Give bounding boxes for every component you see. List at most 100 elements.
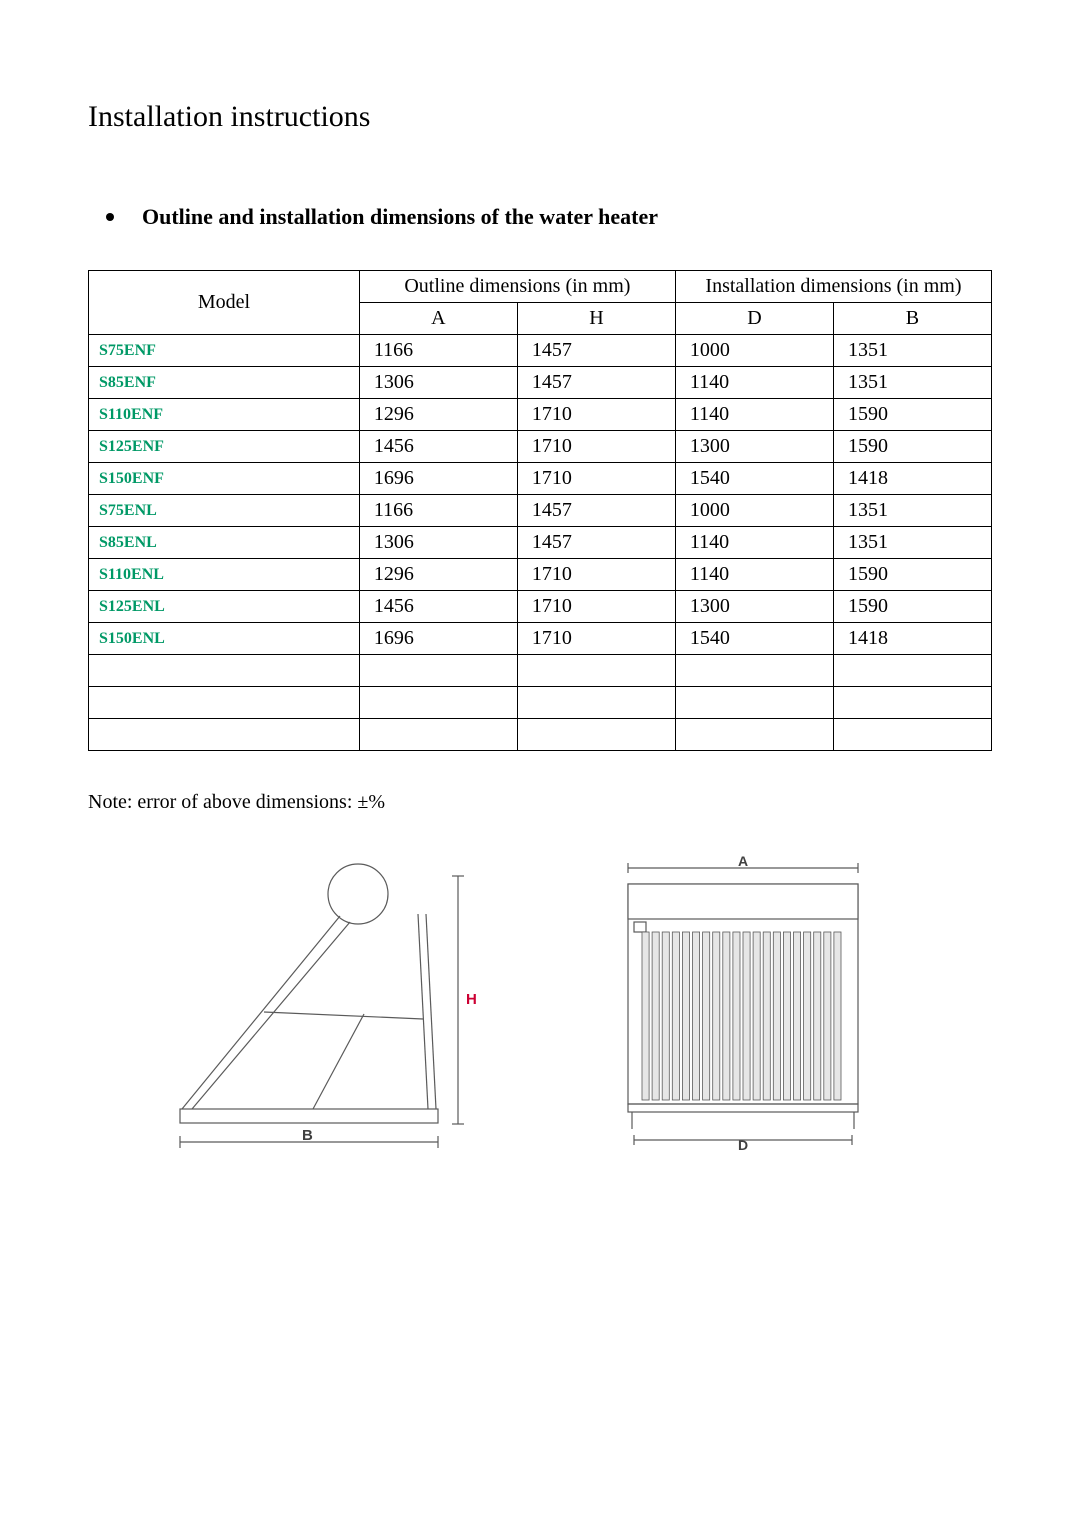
cell-D: 1540 xyxy=(675,623,833,655)
label-H: H xyxy=(466,991,477,1008)
tube-icon xyxy=(814,932,821,1100)
cell-D: 1000 xyxy=(675,495,833,527)
cell-H: 1457 xyxy=(517,367,675,399)
tube-icon xyxy=(753,932,760,1100)
cell-B: 1418 xyxy=(833,623,991,655)
table-row: S150ENL1696171015401418 xyxy=(89,623,992,655)
dimensions-table: Model Outline dimensions (in mm) Install… xyxy=(88,270,992,751)
tube-icon xyxy=(834,932,841,1100)
section-heading: Outline and installation dimensions of t… xyxy=(142,204,658,230)
col-H: H xyxy=(517,303,675,335)
cell-A: 1306 xyxy=(359,527,517,559)
label-A: A xyxy=(738,854,748,869)
cell-B: 1351 xyxy=(833,335,991,367)
cell-B: 1351 xyxy=(833,495,991,527)
col-D: D xyxy=(675,303,833,335)
cell-H: 1710 xyxy=(517,463,675,495)
cell-B: 1590 xyxy=(833,559,991,591)
cell-model: S75ENL xyxy=(89,495,360,527)
cell-D: 1140 xyxy=(675,527,833,559)
tube-icon xyxy=(713,932,720,1100)
table-row: S110ENL1296171011401590 xyxy=(89,559,992,591)
cell-model: S85ENL xyxy=(89,527,360,559)
table-row: S125ENL1456171013001590 xyxy=(89,591,992,623)
cell-model: S75ENF xyxy=(89,335,360,367)
col-model: Model xyxy=(89,271,360,335)
figure-top-view: A D xyxy=(598,854,888,1154)
cell-model: S110ENF xyxy=(89,399,360,431)
cell-model: S85ENF xyxy=(89,367,360,399)
cell-empty xyxy=(675,687,833,719)
cell-empty xyxy=(517,687,675,719)
cell-H: 1710 xyxy=(517,591,675,623)
cell-empty xyxy=(359,655,517,687)
tube-icon xyxy=(672,932,679,1100)
cell-model: S125ENF xyxy=(89,431,360,463)
cell-A: 1456 xyxy=(359,591,517,623)
table-row: S75ENL1166145710001351 xyxy=(89,495,992,527)
cell-B: 1418 xyxy=(833,463,991,495)
cell-H: 1457 xyxy=(517,527,675,559)
table-row-empty xyxy=(89,719,992,751)
cell-model: S125ENL xyxy=(89,591,360,623)
table-row: S75ENF1166145710001351 xyxy=(89,335,992,367)
table-row-empty xyxy=(89,687,992,719)
cell-D: 1000 xyxy=(675,335,833,367)
cell-H: 1710 xyxy=(517,399,675,431)
cell-D: 1540 xyxy=(675,463,833,495)
cell-model: S150ENF xyxy=(89,463,360,495)
tube-icon xyxy=(693,932,700,1100)
cell-H: 1710 xyxy=(517,623,675,655)
table-row-empty xyxy=(89,655,992,687)
table-row: S85ENL1306145711401351 xyxy=(89,527,992,559)
cell-empty xyxy=(833,687,991,719)
cell-B: 1590 xyxy=(833,591,991,623)
cell-B: 1351 xyxy=(833,367,991,399)
page-title: Installation instructions xyxy=(88,100,992,134)
cell-empty xyxy=(89,655,360,687)
cell-A: 1166 xyxy=(359,335,517,367)
tube-icon xyxy=(743,932,750,1100)
cell-empty xyxy=(675,655,833,687)
cell-empty xyxy=(359,687,517,719)
tube-icon xyxy=(733,932,740,1100)
col-A: A xyxy=(359,303,517,335)
cell-D: 1140 xyxy=(675,367,833,399)
cell-H: 1710 xyxy=(517,559,675,591)
cell-A: 1456 xyxy=(359,431,517,463)
cell-empty xyxy=(517,655,675,687)
cell-empty xyxy=(89,719,360,751)
table-body: S75ENF1166145710001351S85ENF130614571140… xyxy=(89,335,992,751)
table-head: Model Outline dimensions (in mm) Install… xyxy=(89,271,992,335)
cell-model: S110ENL xyxy=(89,559,360,591)
cell-B: 1351 xyxy=(833,527,991,559)
tube-icon xyxy=(804,932,811,1100)
cell-A: 1166 xyxy=(359,495,517,527)
cell-empty xyxy=(517,719,675,751)
note-text: Note: error of above dimensions: ±% xyxy=(88,791,992,814)
cell-empty xyxy=(833,655,991,687)
tube-icon xyxy=(652,932,659,1100)
cell-A: 1696 xyxy=(359,623,517,655)
tube-icon xyxy=(773,932,780,1100)
tube-icon xyxy=(703,932,710,1100)
col-outline: Outline dimensions (in mm) xyxy=(359,271,675,303)
tube-icon xyxy=(682,932,689,1100)
cell-model: S150ENL xyxy=(89,623,360,655)
cell-A: 1296 xyxy=(359,559,517,591)
cell-empty xyxy=(89,687,360,719)
label-D: D xyxy=(738,1137,748,1153)
tube-icon xyxy=(642,932,649,1100)
cell-A: 1306 xyxy=(359,367,517,399)
table-row: S110ENF1296171011401590 xyxy=(89,399,992,431)
figure-side-view: H B xyxy=(168,854,478,1154)
tube-icon xyxy=(723,932,730,1100)
cell-D: 1140 xyxy=(675,559,833,591)
tube-icon xyxy=(763,932,770,1100)
cell-D: 1140 xyxy=(675,399,833,431)
tube-icon xyxy=(824,932,831,1100)
table-row: S150ENF1696171015401418 xyxy=(89,463,992,495)
col-install: Installation dimensions (in mm) xyxy=(675,271,991,303)
table-row: S125ENF1456171013001590 xyxy=(89,431,992,463)
cell-H: 1457 xyxy=(517,335,675,367)
